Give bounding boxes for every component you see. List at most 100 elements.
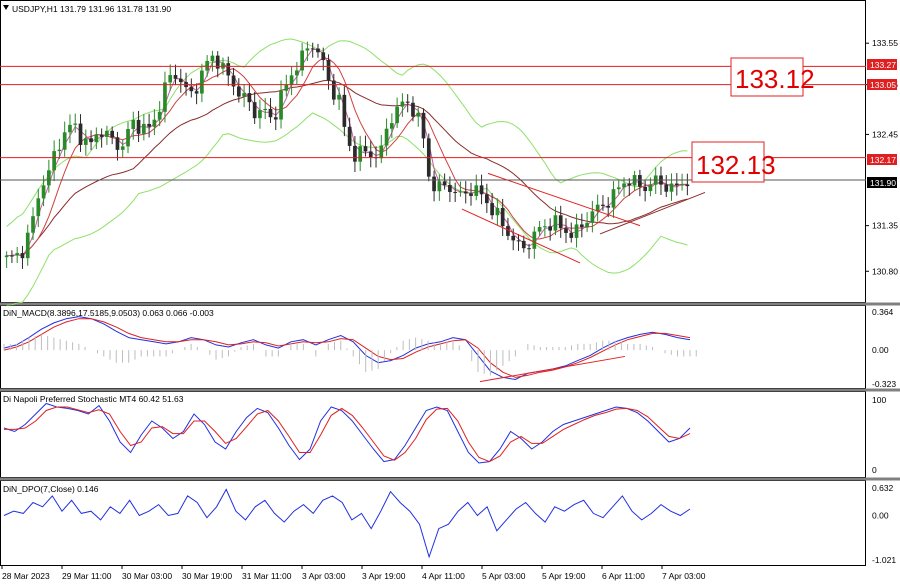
candle-body (622, 183, 626, 188)
candle-body (178, 78, 183, 83)
dpo-panel-frame (0, 480, 866, 566)
candle-body (347, 126, 352, 146)
indicator-line-k (3, 402, 691, 464)
candle-body (200, 70, 204, 94)
candle-body (194, 91, 199, 94)
candle-body (205, 60, 210, 71)
candle-body (273, 117, 278, 120)
candle-body (558, 215, 563, 229)
indicator-axis-label: -1.021 (872, 555, 896, 565)
candle-body (247, 93, 252, 103)
candle-body (83, 138, 88, 145)
candle-body (99, 134, 104, 137)
level-tag-132-17: 132.17 (867, 154, 897, 165)
price-box-upper[interactable]: 133.12 (730, 57, 815, 97)
candle-body (405, 101, 410, 103)
candle-body (363, 146, 368, 152)
candle-body (105, 130, 109, 137)
candle-body (469, 193, 473, 196)
indicator-line-dpo (3, 488, 691, 559)
candle-body (284, 84, 289, 91)
candle-body (47, 170, 51, 186)
candle-body (147, 123, 151, 127)
candle-body (337, 94, 341, 100)
candle-body (215, 55, 220, 69)
indicator-line-d (4, 406, 691, 463)
indicator-axis-label: 0.00 (872, 345, 889, 355)
time-axis-label: 29 Mar 11:00 (62, 571, 112, 581)
candle-body (242, 93, 246, 97)
candle-body (236, 86, 241, 97)
candle-body (15, 253, 20, 256)
candle-body (226, 63, 231, 76)
moving-average-slow-line (6, 79, 688, 257)
candle-body (353, 145, 357, 162)
candle-body (601, 204, 605, 206)
dpo-label: DiN_DPO(7,Close) 0.146 (3, 484, 99, 494)
candle-body (252, 102, 257, 119)
svg-text:131.90: 131.90 (870, 178, 896, 188)
candle-body (157, 111, 162, 120)
indicator-axis-label: 0 (872, 465, 877, 475)
indicator-line-signal (3, 318, 691, 378)
indicator-axis-label: 0.364 (872, 307, 894, 317)
price-box-lower-value: 132.13 (696, 150, 776, 180)
candle-body (458, 191, 463, 193)
candle-body (648, 184, 653, 192)
time-axis-label: 28 Mar 2023 (2, 571, 50, 581)
candle-body (221, 63, 225, 69)
candle-body (627, 183, 632, 186)
candle-body (210, 55, 215, 61)
indicator-axis-label: 0.00 (872, 511, 889, 521)
candle-body (126, 128, 130, 147)
dpo-series (3, 488, 691, 559)
price-axis-label: 130.80 (872, 266, 898, 276)
candle-body (310, 48, 315, 50)
stoch-panel-frame (0, 391, 866, 478)
candle-body (595, 204, 600, 212)
candle-body (453, 191, 458, 193)
candle-body (268, 108, 273, 118)
candle-body (611, 189, 616, 208)
time-axis-label: 7 Apr 03:00 (662, 571, 706, 581)
candle-body (62, 132, 67, 150)
price-axis-label: 132.45 (872, 129, 898, 139)
candle-body (331, 80, 336, 100)
candle-body (548, 226, 553, 231)
candle-body (289, 75, 294, 85)
trend-line (599, 192, 706, 235)
candle-body (416, 112, 421, 117)
price-box-lower[interactable]: 132.13 (691, 141, 776, 183)
candle-body (669, 183, 674, 192)
candle-body (664, 184, 669, 192)
time-axis-label: 3 Apr 19:00 (362, 571, 406, 581)
candle-body (41, 185, 46, 199)
candle-body (643, 186, 647, 192)
candle-body (94, 134, 99, 143)
price-axis-label: 133.55 (872, 38, 898, 48)
candle-body (136, 119, 141, 134)
candle-body (490, 203, 494, 216)
axes: 133.55 133.05 132.45 131.35 130.80 0.364 0.00 -… (1, 38, 898, 581)
candle-body (511, 235, 516, 241)
candle-body (20, 253, 25, 259)
candle-body (384, 128, 389, 146)
candle-body (4, 255, 9, 258)
level-tag-133-05: 133.05 (867, 79, 897, 90)
candle-body (400, 101, 405, 107)
time-axis-label: 4 Apr 11:00 (422, 571, 465, 581)
candle-body (78, 123, 83, 145)
stochastic-label: Di Napoli Preferred Stochastic MT4 60.42… (3, 394, 184, 404)
moving-average-fast-line (6, 48, 688, 257)
price-axis-label: 131.35 (872, 221, 898, 231)
symbol-header: USDJPY,H1 131.79 131.96 131.78 131.90 (12, 4, 171, 14)
collapse-triangle-icon[interactable] (3, 5, 9, 10)
candle-body (590, 211, 595, 223)
time-axis-label: 3 Apr 03:00 (302, 571, 346, 581)
candle-body (537, 227, 542, 232)
candle-body (543, 226, 547, 228)
candle-body (152, 119, 157, 127)
candle-body (569, 232, 574, 238)
